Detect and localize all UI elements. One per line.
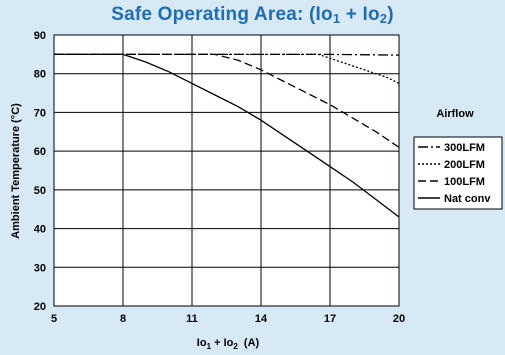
legend-label: 100LFM (444, 176, 485, 188)
x-tick-label: 11 (186, 313, 198, 325)
legend-box (413, 136, 503, 210)
grid (54, 35, 399, 306)
series-group (54, 53, 400, 218)
y-tick-label: 30 (34, 262, 46, 274)
y-tick-label: 20 (34, 301, 46, 313)
legend-title: Airflow (436, 108, 474, 120)
y-tick-label: 50 (34, 185, 46, 197)
series-line-200lfm (54, 53, 400, 84)
x-axis-label: Io1 + Io2 (A) (197, 337, 260, 351)
legend: 300LFM 200LFM 100LFM Nat conv (413, 136, 503, 210)
y-tick-label: 80 (34, 69, 46, 81)
legend-label: 300LFM (444, 142, 485, 154)
plot-area (53, 34, 400, 307)
legend-label: 200LFM (444, 159, 485, 171)
y-tick-label: 60 (34, 146, 46, 158)
x-tick-label: 8 (120, 313, 126, 325)
x-ticks: 5 8 11 14 17 20 (51, 313, 405, 325)
legend-label: Nat conv (444, 193, 491, 205)
x-tick-label: 5 (51, 313, 57, 325)
y-tick-label: 40 (34, 224, 46, 236)
x-tick-label: 14 (255, 313, 268, 325)
x-tick-label: 20 (393, 313, 405, 325)
chart-title: Safe Operating Area: (Io1 + Io2) (111, 4, 394, 26)
y-tick-label: 90 (34, 30, 46, 42)
series-line-nat-conv (54, 53, 400, 218)
x-tick-label: 17 (324, 313, 336, 325)
y-ticks: 20 30 40 50 60 70 80 90 (34, 30, 46, 313)
y-axis-label: Ambient Temperature (°C) (10, 103, 22, 239)
y-tick-label: 70 (34, 107, 46, 119)
series-line-100lfm (54, 53, 400, 148)
